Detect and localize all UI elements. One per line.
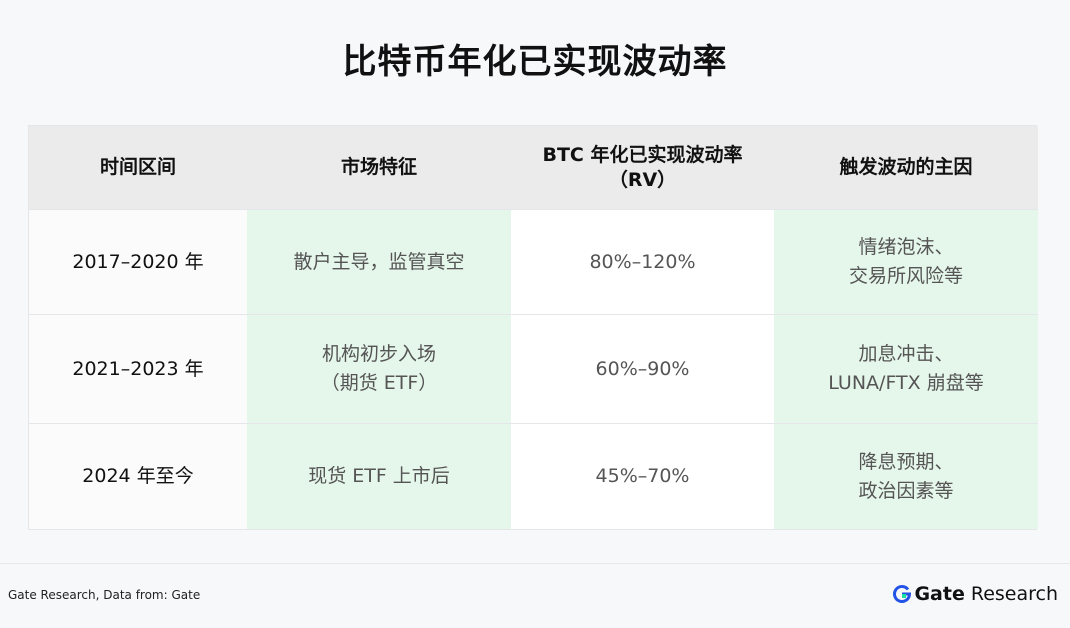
cell-line: 降息预期、 <box>858 450 954 473</box>
cell-line: BTC 年化已实现波动率 <box>542 143 743 166</box>
source-note: Gate Research, Data from: Gate <box>8 588 201 602</box>
cell-line: 现货 ETF 上市后 <box>308 465 450 487</box>
cell-line: 80%–120% <box>589 250 696 273</box>
table-cell: 情绪泡沫、交易所风险等 <box>774 209 1038 314</box>
cell-line: 45%–70% <box>595 465 690 487</box>
cell-line: LUNA/FTX 崩盘等 <box>828 372 984 394</box>
column-header: 时间区间 <box>29 126 247 209</box>
cell-line: 60%–90% <box>595 357 690 380</box>
column-header: BTC 年化已实现波动率 （RV） <box>511 126 774 209</box>
logo-brand: Gate <box>914 583 965 605</box>
column-header: 触发波动的主因 <box>774 126 1038 209</box>
cell-line: 情绪泡沫、 <box>858 236 954 258</box>
cell-line: （期货 ETF） <box>320 372 438 394</box>
table: 时间区间 市场特征 BTC 年化已实现波动率 （RV） 触发波动的主因 2017–2020… <box>28 125 1038 530</box>
table-cell: 散户主导，监管真空 <box>247 209 511 314</box>
table-cell: 2021–2023 年 <box>29 314 247 423</box>
column-header: 市场特征 <box>247 126 511 209</box>
title: 比特币年化已实现波动率 <box>342 42 728 82</box>
cell-line: 机构初步入场 <box>321 343 436 365</box>
divider <box>0 563 1070 564</box>
table-cell: 80%–120% <box>511 209 774 314</box>
table-cell: 降息预期、政治因素等 <box>774 423 1038 529</box>
table-cell: 60%–90% <box>511 314 774 423</box>
cell-line: 加息冲击、 <box>858 343 954 365</box>
cell-line: 政治因素等 <box>858 479 954 502</box>
cell-line: 散户主导，监管真空 <box>293 250 465 273</box>
table-cell: 现货 ETF 上市后 <box>247 423 511 529</box>
cell-line: （RV） <box>608 168 677 191</box>
cell-line: 交易所风险等 <box>848 265 963 287</box>
table-cell: 2024 年至今 <box>29 423 247 529</box>
table-cell: 机构初步入场 （期货 ETF） <box>247 314 511 423</box>
logo-text: Research <box>970 583 1058 605</box>
table-cell: 加息冲击、 LUNA/FTX 崩盘等 <box>774 314 1038 423</box>
logo-icon <box>893 585 912 603</box>
table-cell: 2017–2020 年 <box>29 209 247 314</box>
table-cell: 45%–70% <box>511 423 774 529</box>
logo: Gate Research <box>893 583 1058 605</box>
